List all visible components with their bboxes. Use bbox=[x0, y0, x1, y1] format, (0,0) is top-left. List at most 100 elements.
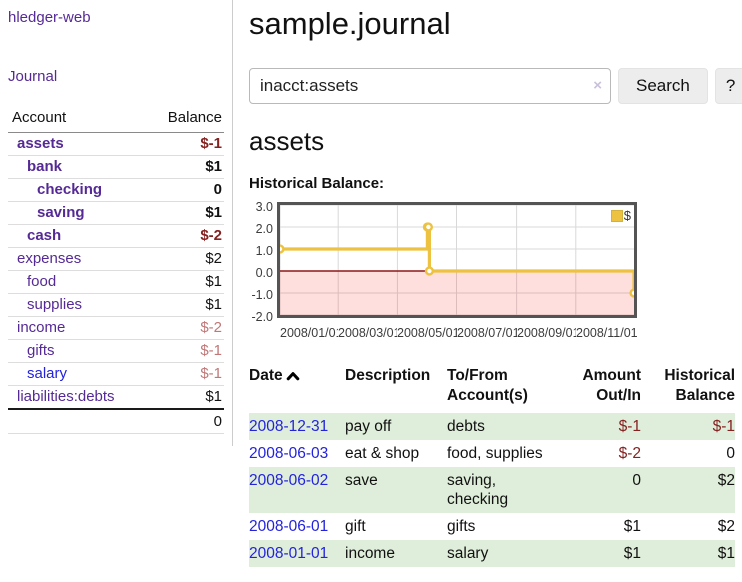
register-row: 2008-01-01 income salary $1 $1 bbox=[249, 540, 735, 567]
register-amount: $-2 bbox=[618, 445, 641, 462]
transaction-date-link[interactable]: 2008-06-01 bbox=[249, 518, 329, 535]
register-balance: 0 bbox=[726, 445, 735, 462]
register-balance: $2 bbox=[717, 472, 735, 489]
sidebar-item-journal[interactable]: Journal bbox=[8, 68, 58, 85]
account-link[interactable]: supplies bbox=[27, 296, 83, 313]
x-axis-tick-label: 2008/09/01 bbox=[517, 326, 581, 340]
account-balance: $-1 bbox=[146, 362, 224, 386]
account-balance: $1 bbox=[146, 155, 224, 179]
register-accounts: salary bbox=[447, 545, 489, 562]
account-row: assets $-1 bbox=[8, 132, 224, 156]
account-balance: $-2 bbox=[146, 224, 224, 248]
y-axis-tick-label: 0.0 bbox=[255, 266, 273, 280]
account-link[interactable]: cash bbox=[27, 227, 62, 244]
chart-section-label: Historical Balance: bbox=[249, 175, 385, 192]
account-link[interactable]: food bbox=[27, 273, 57, 290]
search-button[interactable]: Search bbox=[618, 68, 708, 104]
account-row: bank $1 bbox=[8, 155, 224, 179]
register-accounts: food, supplies bbox=[447, 445, 543, 462]
register-body: 2008-12-31 pay off debts $-1 $-1 2008-06-03 ea… bbox=[249, 413, 735, 567]
accounts-total-balance: 0 bbox=[146, 408, 224, 434]
app-title-link[interactable]: hledger-web bbox=[8, 9, 91, 26]
register-header-balance: Historical Balance bbox=[664, 367, 735, 404]
account-balance: $-1 bbox=[146, 132, 224, 156]
register-accounts: gifts bbox=[447, 518, 476, 535]
y-axis-tick-label: 1.0 bbox=[255, 244, 273, 258]
register-balance: $1 bbox=[717, 545, 735, 562]
account-row: expenses $2 bbox=[8, 247, 224, 271]
register-header-date[interactable]: Date bbox=[249, 364, 345, 413]
register-amount: 0 bbox=[632, 472, 641, 489]
balance-chart-plot: $ bbox=[275, 202, 639, 318]
chart-legend: $ bbox=[610, 208, 631, 223]
balance-chart-canvas bbox=[275, 204, 639, 316]
account-balance: $2 bbox=[146, 247, 224, 271]
transaction-date-link[interactable]: 2008-01-01 bbox=[249, 545, 329, 562]
account-link[interactable]: income bbox=[17, 319, 66, 336]
y-axis-tick-label: -2.0 bbox=[251, 310, 273, 324]
y-axis-tick-label: 2.0 bbox=[255, 222, 273, 236]
register-header-amount: Amount Out/In bbox=[582, 367, 641, 404]
register-description: save bbox=[345, 472, 378, 489]
register-row: 2008-06-01 gift gifts $1 $2 bbox=[249, 513, 735, 540]
accounts-header-account: Account bbox=[8, 105, 147, 133]
register-header-description: Description bbox=[345, 367, 431, 384]
register-accounts: saving, checking bbox=[447, 472, 509, 508]
account-link[interactable]: expenses bbox=[17, 250, 82, 267]
register-amount: $-1 bbox=[618, 418, 641, 435]
search-help-button[interactable]: ? bbox=[714, 68, 742, 104]
legend-label: $ bbox=[623, 208, 631, 223]
legend-swatch-icon bbox=[610, 209, 623, 222]
account-link[interactable]: liabilities:debts bbox=[17, 388, 115, 405]
account-link[interactable]: assets bbox=[17, 135, 64, 152]
clear-search-icon[interactable]: × bbox=[593, 77, 602, 94]
register-row: 2008-06-03 eat & shop food, supplies $-2 0 bbox=[249, 440, 735, 467]
x-axis-tick-label: 2008/07/01 bbox=[457, 326, 521, 340]
register-row: 2008-12-31 pay off debts $-1 $-1 bbox=[249, 413, 735, 440]
account-link[interactable]: salary bbox=[27, 365, 68, 382]
register-description: eat & shop bbox=[345, 445, 420, 462]
transaction-date-link[interactable]: 2008-12-31 bbox=[249, 418, 329, 435]
y-axis-tick-label: -1.0 bbox=[251, 288, 273, 302]
accounts-total-row: 0 bbox=[8, 408, 224, 434]
sidebar: hledger-web Journal Account Balance asse… bbox=[0, 0, 233, 446]
register-description: pay off bbox=[345, 418, 392, 435]
account-row: salary $-1 bbox=[8, 362, 224, 386]
account-heading: assets bbox=[249, 126, 325, 156]
account-balance: $1 bbox=[146, 293, 224, 317]
account-balance: $1 bbox=[205, 388, 222, 405]
transaction-date-link[interactable]: 2008-06-03 bbox=[249, 445, 329, 462]
register-row: 2008-06-02 save saving, checking 0 $2 bbox=[249, 467, 735, 513]
search-input[interactable] bbox=[249, 68, 611, 104]
sort-ascending-icon bbox=[286, 372, 299, 381]
account-link[interactable]: bank bbox=[27, 158, 63, 175]
register-header-row: Date Description To/From Account(s) Amou… bbox=[249, 364, 735, 413]
account-link[interactable]: gifts bbox=[27, 342, 55, 359]
account-row: checking 0 bbox=[8, 178, 224, 202]
page: hledger-web Journal Account Balance asse… bbox=[0, 0, 742, 567]
page-title: sample.journal bbox=[249, 6, 451, 41]
x-axis-tick-label: 2008/03/01 bbox=[338, 326, 402, 340]
account-balance: $-1 bbox=[146, 339, 224, 363]
account-row: income $-2 bbox=[8, 316, 224, 340]
account-link[interactable]: checking bbox=[37, 181, 103, 198]
y-axis-tick-label: 3.0 bbox=[255, 200, 273, 214]
accounts-body: assets $-1 bank $1 checking 0 saving $1 cash $-2 e… bbox=[8, 132, 224, 410]
account-link[interactable]: saving bbox=[37, 204, 85, 221]
balance-chart: 3.0 2.0 1.0 0.0 -1.0 -2.0 $ 2008/01/01 2008/03… bbox=[249, 200, 734, 352]
accounts-table: Account Balance assets $-1 bank $1 checking 0… bbox=[8, 105, 224, 434]
register-table: Date Description To/From Account(s) Amou… bbox=[249, 364, 735, 567]
account-balance: $1 bbox=[146, 270, 224, 294]
register-balance: $-1 bbox=[712, 418, 735, 435]
x-axis-tick-label: 2008/11/01 bbox=[576, 326, 639, 340]
register-header-accounts: To/From Account(s) bbox=[447, 367, 528, 404]
register-description: income bbox=[345, 545, 395, 562]
account-row: supplies $1 bbox=[8, 293, 224, 317]
account-row: cash $-2 bbox=[8, 224, 224, 248]
account-row: gifts $-1 bbox=[8, 339, 224, 363]
account-balance: $1 bbox=[146, 201, 224, 225]
account-balance: $-2 bbox=[146, 316, 224, 340]
account-row: liabilities:debts $1 bbox=[8, 386, 224, 410]
balance-chart-xlabels: 2008/01/01 2008/03/01 2008/05/01 2008/07/01… bbox=[280, 326, 700, 342]
transaction-date-link[interactable]: 2008-06-02 bbox=[249, 472, 329, 489]
